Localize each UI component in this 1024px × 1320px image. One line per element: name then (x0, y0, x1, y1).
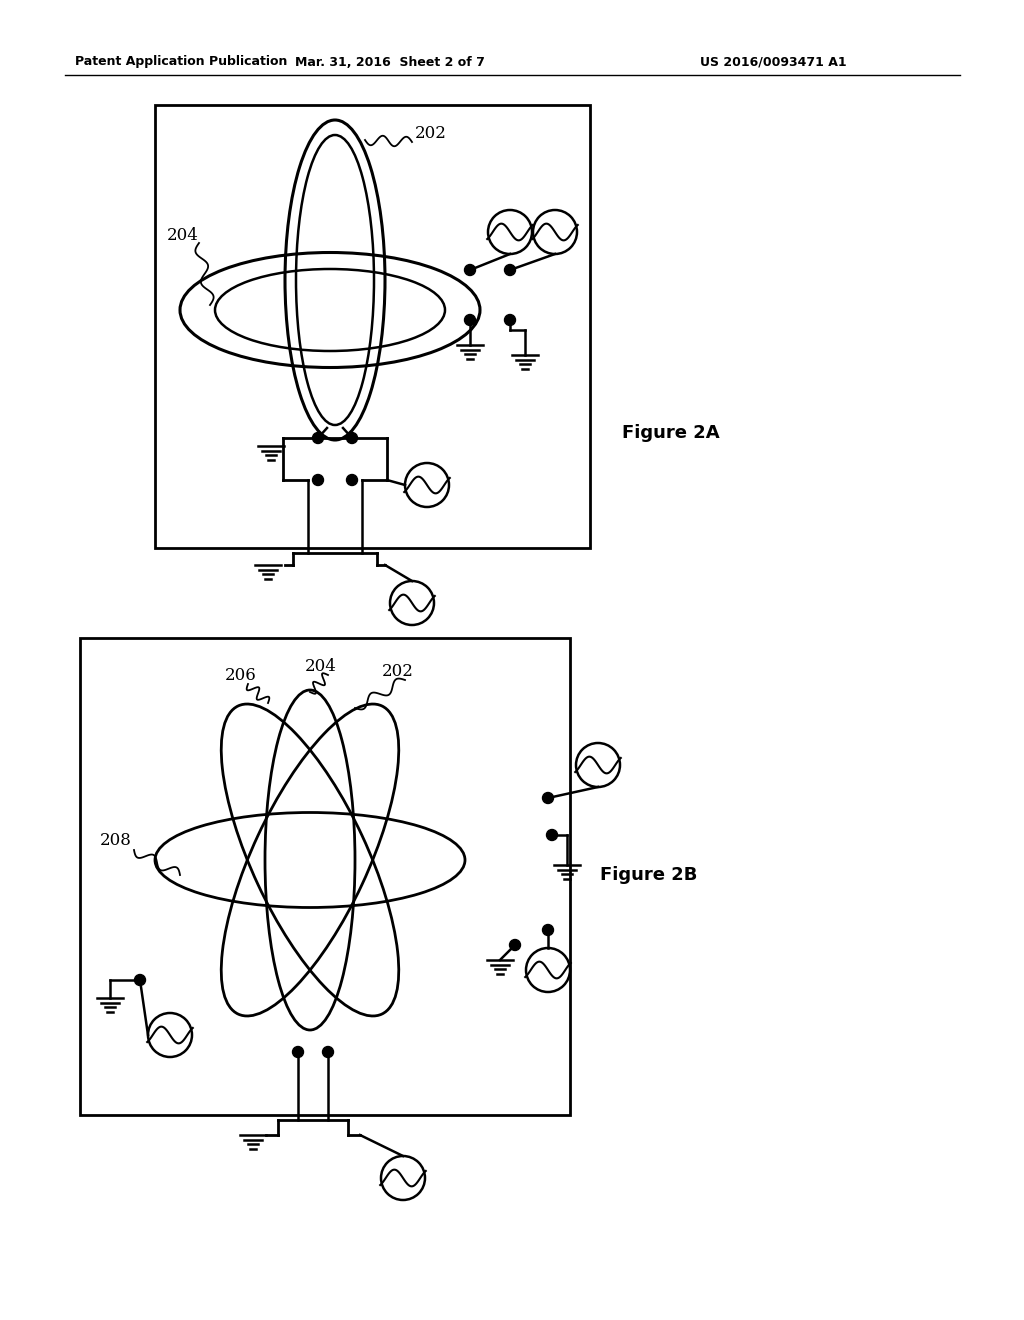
Circle shape (543, 792, 554, 804)
Text: Figure 2A: Figure 2A (622, 424, 720, 442)
Text: 208: 208 (100, 832, 132, 849)
Circle shape (293, 1047, 303, 1057)
Circle shape (312, 474, 324, 486)
Text: US 2016/0093471 A1: US 2016/0093471 A1 (700, 55, 847, 69)
Circle shape (543, 924, 554, 936)
Circle shape (465, 264, 475, 276)
Text: 204: 204 (305, 657, 337, 675)
Circle shape (465, 314, 475, 326)
Bar (155, 106, 590, 548)
Text: 202: 202 (382, 663, 414, 680)
Text: Figure 2B: Figure 2B (600, 866, 697, 884)
Circle shape (346, 474, 357, 486)
Circle shape (505, 314, 515, 326)
Text: 204: 204 (167, 227, 199, 244)
Circle shape (312, 433, 324, 444)
Bar (80, 638, 570, 1115)
Circle shape (505, 264, 515, 276)
Circle shape (547, 829, 557, 841)
Circle shape (323, 1047, 334, 1057)
Circle shape (510, 940, 520, 950)
Text: 202: 202 (415, 125, 446, 143)
Circle shape (346, 433, 357, 444)
Text: Mar. 31, 2016  Sheet 2 of 7: Mar. 31, 2016 Sheet 2 of 7 (295, 55, 485, 69)
Text: Patent Application Publication: Patent Application Publication (75, 55, 288, 69)
Text: 206: 206 (225, 667, 257, 684)
Circle shape (134, 974, 145, 986)
